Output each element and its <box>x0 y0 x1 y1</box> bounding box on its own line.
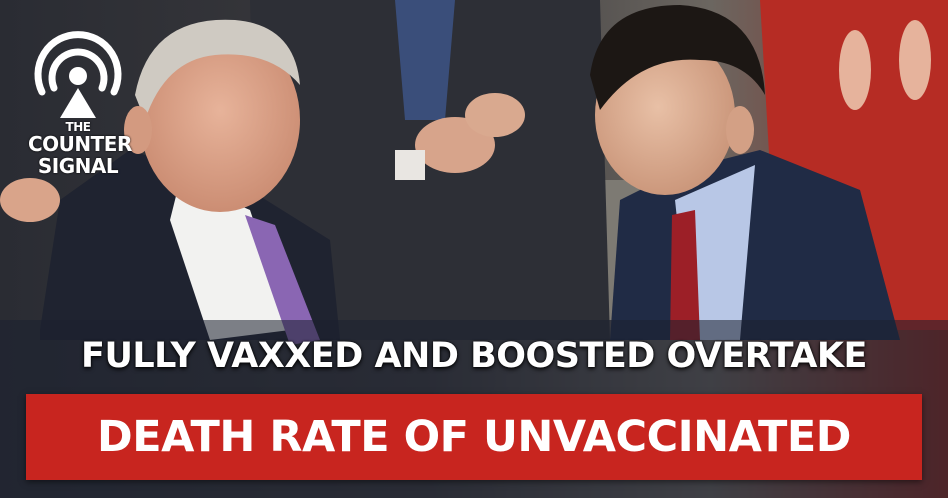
headline-banner: DEATH RATE OF UNVACCINATED <box>26 394 922 480</box>
logo-text-the: THE <box>65 120 91 134</box>
headline-bottom: DEATH RATE OF UNVACCINATED <box>97 412 851 462</box>
headline-top: FULLY VAXXED AND BOOSTED OVERTAKE <box>81 336 867 376</box>
broadcast-tower-logo-icon <box>34 31 122 118</box>
logo-text-signal: SIGNAL <box>37 154 119 178</box>
logo-text-counter: COUNTER <box>28 132 132 156</box>
